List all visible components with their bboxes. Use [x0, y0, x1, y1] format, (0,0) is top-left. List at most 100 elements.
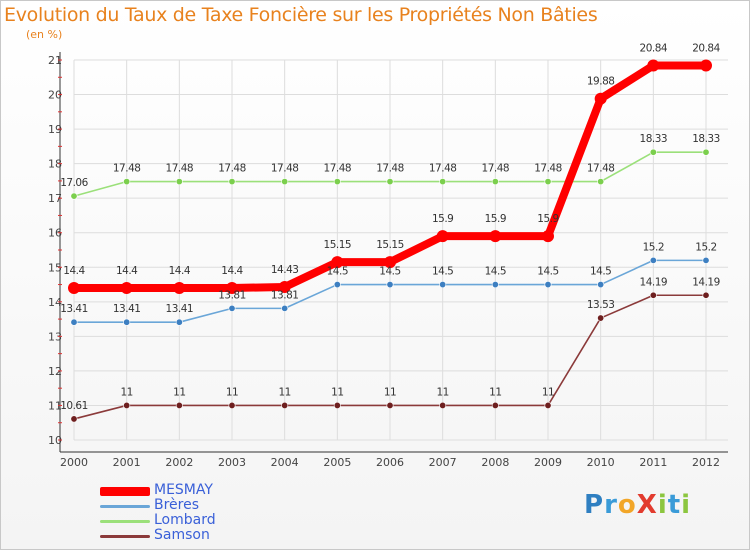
x-tick-label: 2005	[323, 456, 351, 469]
x-tick-label: 2011	[639, 456, 667, 469]
data-point-mesmay	[542, 230, 554, 243]
x-tick-label: 2006	[376, 456, 404, 469]
data-label-samson: 14.19	[640, 276, 668, 288]
y-tick-label: 19	[48, 123, 62, 136]
data-point-samson	[123, 401, 131, 409]
data-label-lombard: 17.48	[482, 163, 510, 175]
data-label-mesmay: 15.9	[537, 213, 558, 225]
chart-title: Evolution du Taux de Taxe Foncière sur l…	[4, 4, 598, 26]
x-tick-label: 2010	[587, 456, 615, 469]
data-point-lombard	[70, 192, 78, 200]
data-point-lombard	[333, 178, 341, 186]
data-point-mesmay	[436, 230, 449, 243]
legend-swatch	[100, 520, 150, 523]
data-point-mesmay	[331, 256, 344, 269]
data-label-lombard: 17.48	[587, 163, 615, 175]
legend-label: Lombard	[154, 512, 216, 528]
data-label-mesmay: 15.15	[324, 239, 352, 251]
legend-swatch	[100, 535, 150, 538]
data-label-brères: 15.2	[643, 241, 664, 253]
data-point-lombard	[281, 178, 289, 186]
data-point-samson	[597, 314, 605, 322]
data-label-samson: 10.61	[60, 400, 88, 412]
data-point-samson	[228, 401, 236, 409]
x-tick-label: 2000	[60, 456, 88, 469]
x-tick-label: 2004	[271, 456, 299, 469]
data-label-lombard: 17.48	[166, 163, 194, 175]
data-label-lombard: 17.48	[376, 163, 404, 175]
x-tick-label: 2001	[113, 456, 141, 469]
data-point-lombard	[649, 148, 657, 156]
y-tick-label: 17	[48, 192, 62, 205]
x-tick-label: 2002	[165, 456, 193, 469]
logo-letter: t	[667, 490, 682, 520]
data-point-brères	[491, 281, 499, 289]
data-point-samson	[544, 401, 552, 409]
data-labels: 14.4 14.4 14.4 14.4 14.43 15.15 15.15 15.9 15.9 1…	[60, 43, 721, 412]
logo-letter: X	[636, 490, 658, 520]
axes: 10 11 12 13 14 15 16 17 18 19 20 21 2000 2001 2002 2003…	[48, 52, 728, 469]
y-tick-label: 10	[48, 434, 62, 447]
data-label-brères: 14.5	[537, 266, 558, 278]
data-label-lombard: 17.48	[534, 163, 562, 175]
y-tick-label: 14	[48, 296, 62, 309]
data-point-samson	[333, 401, 341, 409]
data-point-brères	[544, 281, 552, 289]
data-label-samson: 11	[120, 386, 132, 398]
data-label-samson: 11	[173, 386, 185, 398]
data-point-brères	[228, 304, 236, 312]
data-point-mesmay	[68, 282, 80, 294]
data-point-brères	[439, 281, 447, 289]
data-label-lombard: 17.48	[429, 163, 457, 175]
data-point-brères	[597, 281, 605, 289]
data-point-samson	[386, 401, 394, 409]
data-label-mesmay: 14.4	[169, 265, 191, 277]
data-label-brères: 15.2	[695, 241, 716, 253]
logo-letter: o	[617, 490, 637, 520]
y-tick-label: 20	[48, 89, 62, 102]
data-point-mesmay	[384, 256, 396, 269]
data-label-lombard: 18.33	[640, 133, 668, 145]
data-label-brères: 14.5	[327, 266, 348, 278]
y-tick-label: 18	[48, 158, 62, 171]
data-point-samson	[649, 291, 657, 299]
data-label-samson: 11	[226, 386, 238, 398]
x-tick-label: 2008	[481, 456, 509, 469]
proxiti-logo: ProXiti	[584, 490, 691, 520]
y-tick-label: 13	[48, 330, 62, 343]
data-label-brères: 13.81	[218, 289, 246, 301]
chart-subtitle: (en %)	[26, 28, 63, 41]
data-label-brères: 13.41	[166, 303, 194, 315]
logo-letter: r	[604, 490, 618, 520]
y-tick-label: 11	[48, 399, 62, 412]
data-label-lombard: 18.33	[692, 133, 720, 145]
data-point-lombard	[597, 178, 605, 186]
data-point-mesmay	[489, 230, 502, 243]
data-label-samson: 11	[331, 386, 343, 398]
data-label-samson: 13.53	[587, 299, 615, 311]
data-point-lombard	[228, 178, 236, 186]
data-label-brères: 13.41	[60, 303, 88, 315]
data-point-lombard	[175, 178, 183, 186]
data-label-brères: 14.5	[590, 266, 611, 278]
data-point-brères	[281, 304, 289, 312]
data-label-samson: 11	[489, 386, 501, 398]
data-label-brères: 14.5	[432, 266, 453, 278]
data-point-samson	[702, 291, 710, 299]
data-point-brères	[649, 256, 657, 264]
y-tick-label: 12	[48, 365, 62, 378]
data-point-brères	[702, 256, 710, 264]
data-point-mesmay	[647, 59, 660, 72]
data-label-mesmay: 19.88	[587, 76, 615, 88]
data-label-mesmay: 15.15	[376, 239, 404, 251]
data-point-brères	[175, 318, 183, 326]
data-label-mesmay: 14.4	[116, 265, 138, 277]
x-tick-label: 2012	[692, 456, 720, 469]
logo-letter: P	[584, 490, 605, 520]
data-point-brères	[386, 281, 394, 289]
data-label-mesmay: 14.43	[271, 264, 299, 276]
legend-label: Samson	[154, 527, 210, 543]
x-tick-label: 2007	[429, 456, 457, 469]
data-point-mesmay	[278, 280, 291, 293]
